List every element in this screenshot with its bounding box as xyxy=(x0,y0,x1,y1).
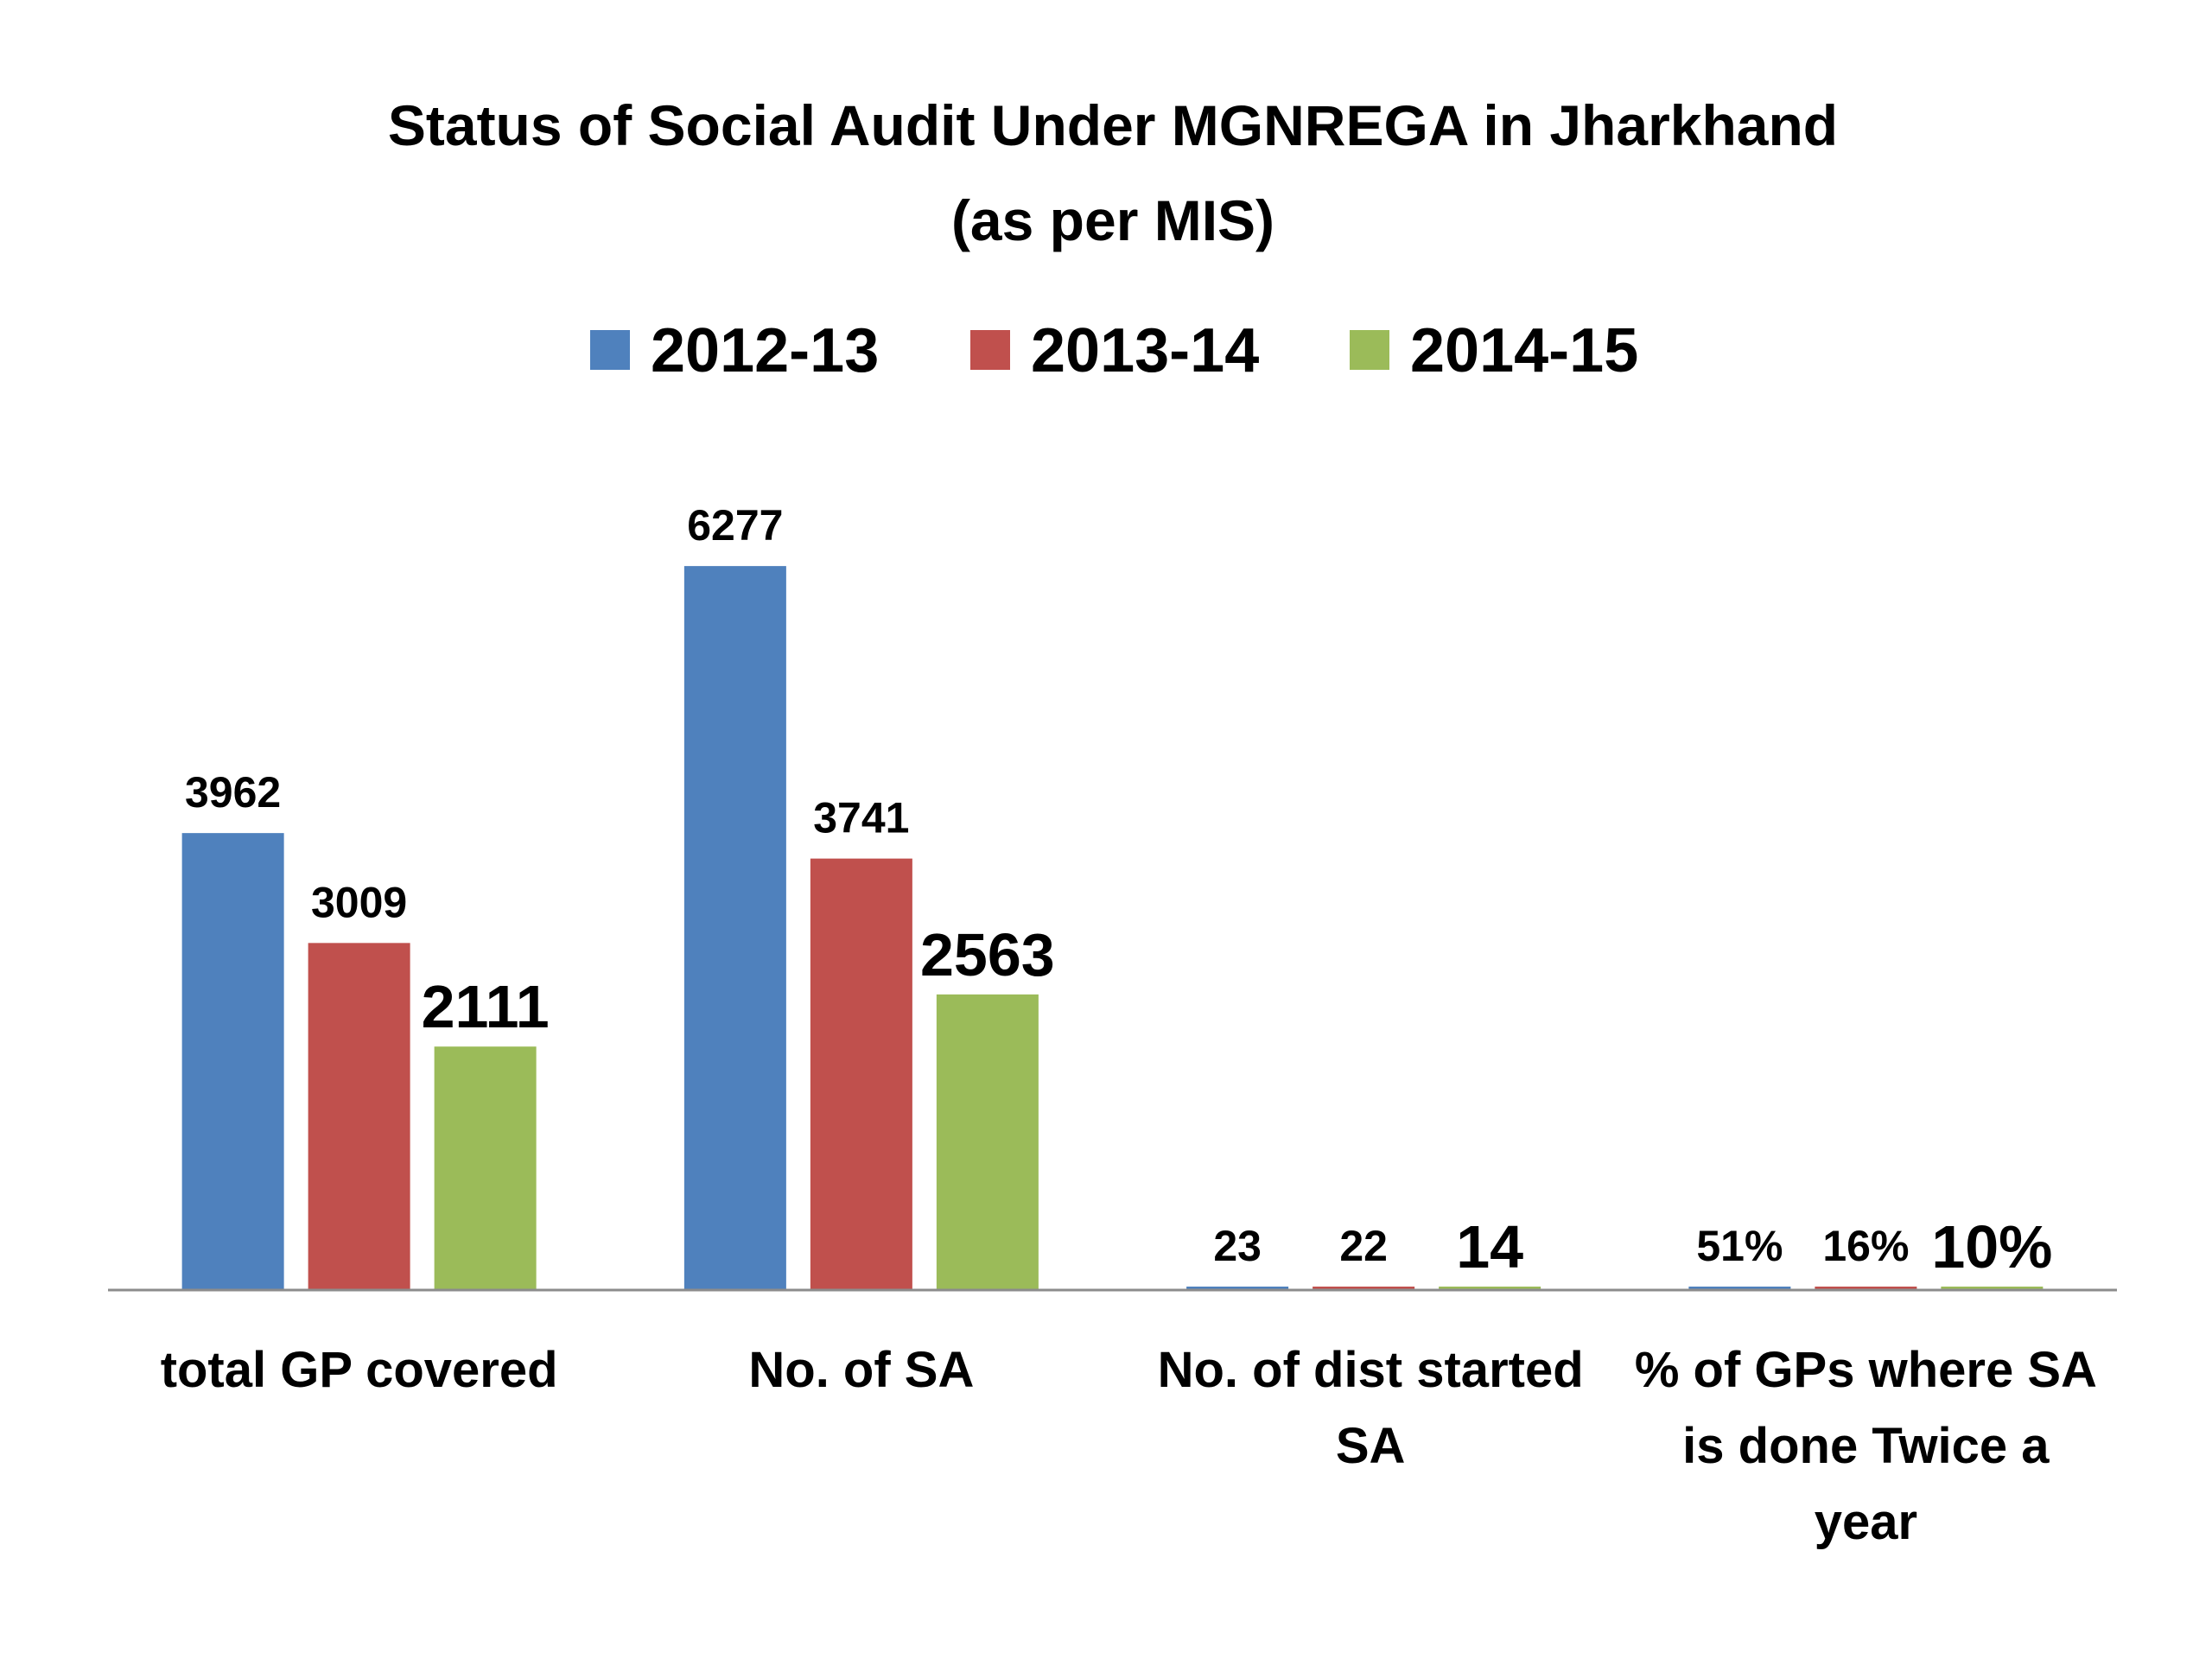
category-label-3-line2: year xyxy=(1815,1494,1917,1550)
chart-subtitle: (as per MIS) xyxy=(951,188,1274,252)
category-label-3-line1: is done Twice a xyxy=(1682,1418,2050,1474)
chart-title: Status of Social Audit Under MGNREGA in … xyxy=(388,93,1838,157)
bar-2014-15-cat1 xyxy=(936,994,1039,1290)
bar-2013-14-cat3 xyxy=(1815,1287,1917,1290)
bar-2013-14-cat0 xyxy=(308,943,410,1290)
data-label-2012-13-cat1: 6277 xyxy=(687,501,783,550)
data-labels: 3962 3009 2111 6277 3741 2563 23 22 14 51% 16% 10% xyxy=(185,501,2052,1281)
category-label-2-line0: No. of dist started xyxy=(1158,1342,1584,1398)
category-label-2-line1: SA xyxy=(1336,1418,1406,1474)
legend: 2012-13 2013-14 2014-15 xyxy=(590,316,1638,385)
bar-2012-13-cat0 xyxy=(181,833,284,1290)
data-label-2012-13-cat3: 51% xyxy=(1696,1222,1783,1270)
legend-swatch-2013-14 xyxy=(970,330,1010,370)
bar-2014-15-cat3 xyxy=(1941,1287,2044,1290)
data-label-2013-14-cat1: 3741 xyxy=(813,794,909,842)
category-labels: total GP covered No. of SA No. of dist sta… xyxy=(161,1342,2097,1550)
category-label-3-line0: % of GPs where SA xyxy=(1635,1342,2097,1398)
category-label-0-line0: total GP covered xyxy=(161,1342,558,1398)
data-label-2013-14-cat3: 16% xyxy=(1822,1222,1909,1270)
bar-2014-15-cat2 xyxy=(1439,1287,1541,1290)
data-label-2014-15-cat0: 2111 xyxy=(422,973,550,1040)
data-label-2014-15-cat3: 10% xyxy=(1931,1213,2052,1281)
legend-label-2014-15: 2014-15 xyxy=(1410,316,1638,385)
bar-2013-14-cat2 xyxy=(1313,1287,1415,1290)
data-label-2013-14-cat2: 22 xyxy=(1339,1222,1388,1270)
data-label-2012-13-cat2: 23 xyxy=(1213,1222,1262,1270)
legend-swatch-2014-15 xyxy=(1350,330,1389,370)
bar-2012-13-cat2 xyxy=(1186,1287,1289,1290)
legend-label-2013-14: 2013-14 xyxy=(1031,316,1259,385)
bar-2012-13-cat1 xyxy=(683,566,786,1290)
data-label-2014-15-cat1: 2563 xyxy=(920,921,1055,988)
data-label-2013-14-cat0: 3009 xyxy=(311,878,407,926)
bar-2013-14-cat1 xyxy=(810,858,912,1290)
data-label-2012-13-cat0: 3962 xyxy=(185,768,281,817)
data-label-2014-15-cat2: 14 xyxy=(1456,1213,1523,1281)
bar-2012-13-cat3 xyxy=(1688,1287,1791,1290)
category-label-1-line0: No. of SA xyxy=(748,1342,974,1398)
plot-area xyxy=(181,566,2044,1290)
bar-2014-15-cat0 xyxy=(434,1046,537,1290)
legend-swatch-2012-13 xyxy=(590,330,630,370)
legend-label-2012-13: 2012-13 xyxy=(651,316,879,385)
